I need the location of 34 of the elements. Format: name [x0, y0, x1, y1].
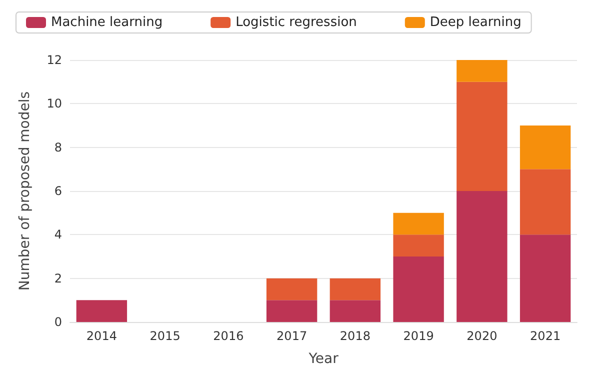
bar: [266, 300, 318, 322]
y-tick-label: 2: [54, 271, 62, 286]
bar: [393, 256, 444, 322]
bar: [393, 234, 444, 256]
x-tick-label: 2014: [86, 329, 117, 343]
y-tick-label: 4: [54, 228, 62, 242]
bar: [520, 169, 571, 235]
x-tick-label: 2018: [340, 329, 370, 343]
bar: [456, 60, 508, 82]
x-tick-label: 2015: [150, 329, 180, 343]
bar: [266, 278, 318, 300]
bar: [520, 234, 571, 322]
y-tick-label: 0: [54, 315, 62, 329]
x-axis-title: Year: [308, 351, 339, 367]
bar: [330, 278, 381, 300]
x-tick-label: 2019: [403, 329, 434, 343]
y-axis-title: Number of proposed models: [17, 91, 33, 291]
y-tick-label: 6: [54, 184, 62, 198]
bar: [393, 212, 444, 235]
bar: [76, 300, 128, 322]
legend-label: Deep learning: [430, 15, 522, 30]
x-tick-label: 2020: [466, 329, 498, 343]
x-tick-label: 2021: [530, 329, 561, 343]
bar: [456, 82, 508, 191]
y-tick-label: 10: [46, 96, 62, 111]
y-tick-label: 8: [54, 140, 62, 154]
legend-label: Machine learning: [51, 15, 163, 30]
bar: [330, 300, 381, 322]
y-tick-label: 12: [46, 53, 62, 67]
bar: [456, 191, 508, 322]
x-tick-label: 2017: [276, 329, 308, 343]
bar: [520, 126, 571, 170]
x-tick-label: 2016: [213, 329, 244, 343]
legend-label: Logistic regression: [236, 15, 357, 30]
